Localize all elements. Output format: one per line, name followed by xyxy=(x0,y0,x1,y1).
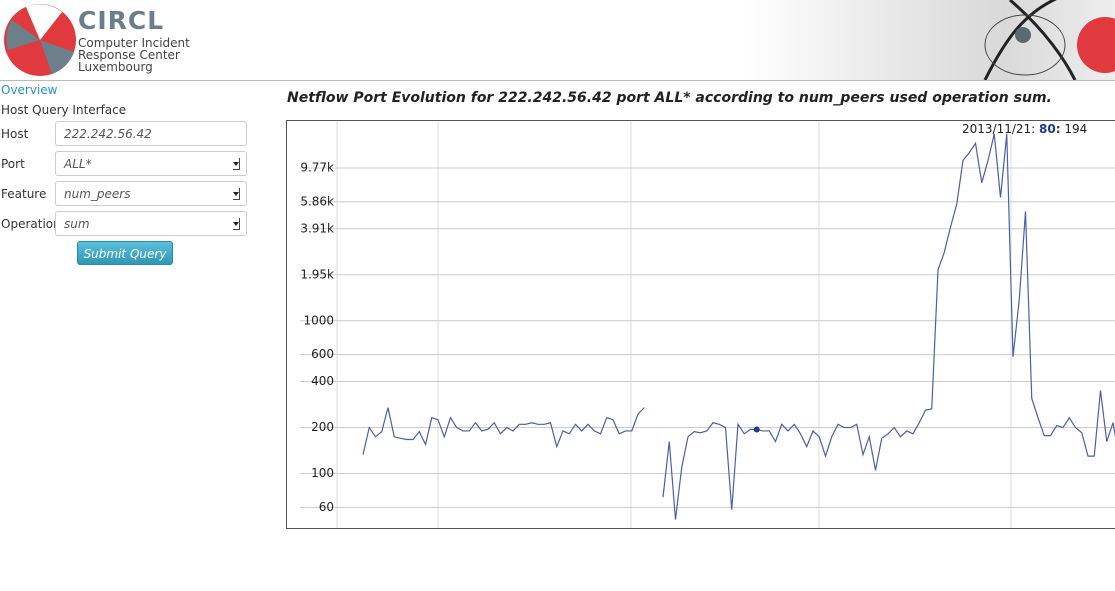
logo-icon xyxy=(4,4,76,76)
chart-title: Netflow Port Evolution for 222.242.56.42… xyxy=(287,90,1052,106)
highlight-point xyxy=(753,426,760,433)
tooltip-date: 2013/11/21: xyxy=(962,122,1035,136)
x-grid xyxy=(336,121,1012,528)
data-line xyxy=(362,133,1115,520)
y-tick-label: 1000 xyxy=(303,313,334,327)
y-tick-label: 60 xyxy=(319,500,334,514)
logo-title: CIRCL xyxy=(78,6,165,35)
field-label: Port xyxy=(1,157,25,171)
banner-art xyxy=(983,0,1115,80)
field-label: Feature xyxy=(1,187,47,201)
y-tick-label: 100 xyxy=(311,466,334,480)
y-tick-label: 200 xyxy=(311,420,334,434)
select-value: sum xyxy=(64,217,90,231)
plot-frame xyxy=(286,120,1115,529)
y-tick-label: 3.91k xyxy=(300,221,334,235)
select[interactable]: num_peers xyxy=(55,181,247,206)
y-tick-label: 9.77k xyxy=(300,160,334,174)
text-input[interactable]: 222.242.56.42 xyxy=(55,121,247,146)
select-value: num_peers xyxy=(64,187,131,201)
select[interactable]: ALL* xyxy=(55,151,247,176)
y-tick-label: 600 xyxy=(311,347,334,361)
field-label: Operation xyxy=(1,217,61,231)
header: CIRCL Computer Incident Response Center … xyxy=(0,0,1115,81)
field-label: Host xyxy=(1,127,29,141)
y-tick-label: 400 xyxy=(311,374,334,388)
logo-line: Luxembourg xyxy=(78,60,153,74)
y-tick-label: 1.95k xyxy=(300,267,334,281)
form-heading: Host Query Interface xyxy=(1,103,127,117)
banner xyxy=(745,0,1115,80)
tooltip: 2013/11/21: 80: 194 xyxy=(962,122,1087,136)
y-tick-label: 5.86k xyxy=(300,194,334,208)
tooltip-port: 80: xyxy=(1039,122,1061,136)
logo-line: Response Center xyxy=(78,48,180,62)
select[interactable]: sum xyxy=(55,211,247,236)
submit-button[interactable]: Submit Query xyxy=(77,241,173,265)
logo-line: Computer Incident xyxy=(78,36,190,50)
nav-link[interactable]: Overview xyxy=(1,83,58,97)
select-value: ALL* xyxy=(64,157,92,171)
tooltip-value: 194 xyxy=(1064,122,1087,136)
